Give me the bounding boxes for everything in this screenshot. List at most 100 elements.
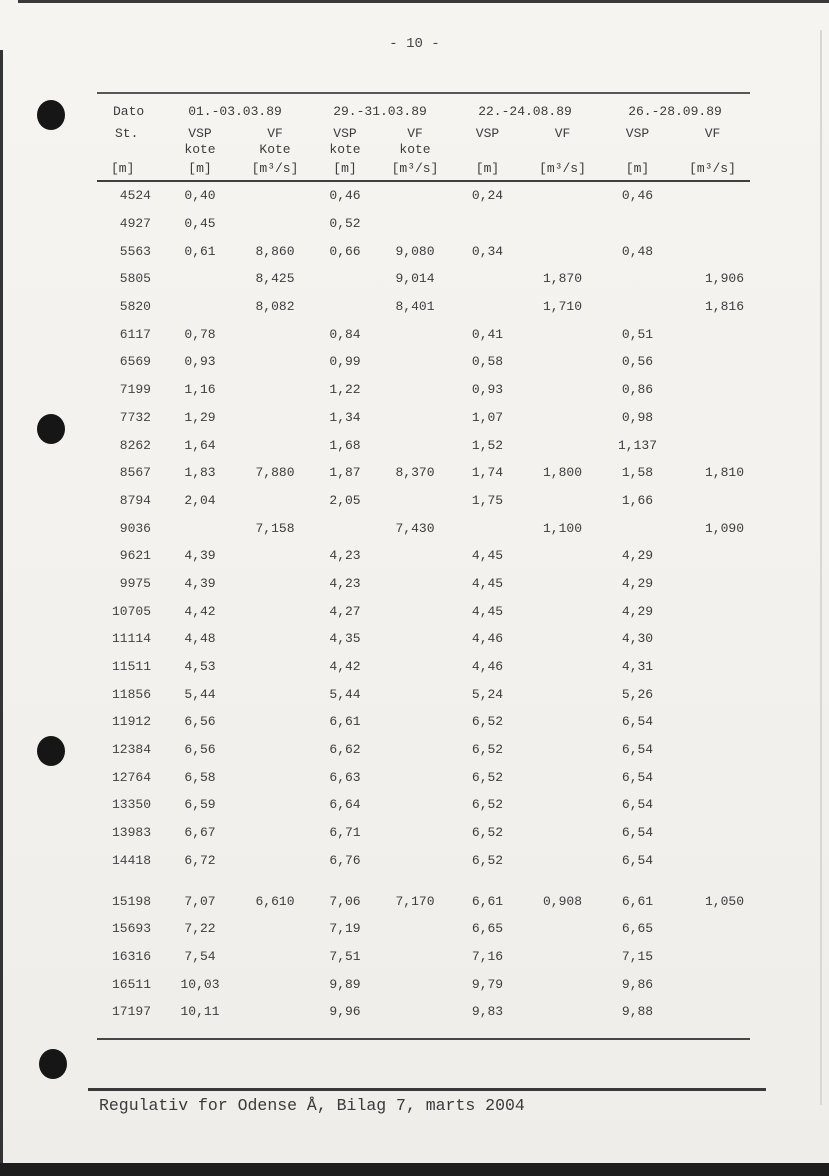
header-unit: [m] (111, 161, 135, 176)
table-row: 17197 10,11 9,96 9,83 9,88 (97, 998, 750, 1026)
value-cell: 9,83 (471, 1004, 504, 1020)
station-cell: 6569 (119, 354, 151, 370)
value-cell: 0,46 (621, 188, 654, 204)
value-cell: 0,84 (329, 326, 361, 342)
value-cell: 10,11 (180, 1004, 220, 1020)
value-cell: 1,58 (621, 465, 654, 481)
value-cell: 1,710 (542, 299, 582, 315)
header-col-sublabel: kote (399, 142, 431, 157)
value-cell: 2,05 (329, 492, 361, 508)
value-cell: 7,19 (329, 921, 361, 937)
table-body: 4524 0,40 0,46 0,24 0,46 4927 0,45 0,52 5563 0,61… (97, 182, 750, 1026)
value-cell: 0,48 (621, 243, 654, 259)
header-col-label: VSP (333, 126, 357, 141)
table-row: 13350 6,59 6,64 6,52 6,54 (97, 791, 750, 819)
value-cell: 1,137 (617, 437, 657, 453)
header-unit: [m³/s] (251, 161, 299, 176)
header-col-label: VSP (475, 126, 500, 141)
value-cell: 1,16 (184, 382, 216, 398)
value-cell: 1,07 (471, 409, 504, 425)
value-cell: 0,46 (329, 188, 361, 204)
header-date: 29.-31.03.89 (333, 104, 427, 119)
station-cell: 11114 (111, 631, 151, 647)
station-cell: 8794 (119, 492, 151, 508)
value-cell: 4,46 (471, 659, 504, 675)
value-cell: 7,54 (184, 948, 216, 964)
table-row: 4524 0,40 0,46 0,24 0,46 (97, 182, 750, 210)
hole-punch-icon (37, 736, 65, 766)
value-cell: 0,58 (471, 354, 504, 370)
value-cell: 7,51 (329, 948, 361, 964)
value-cell: 9,96 (329, 1004, 361, 1020)
measurement-table: Dato 01.-03.03.89 29.-31.03.89 22.-24.08… (97, 92, 750, 1040)
scan-edge-bottom (0, 1163, 829, 1176)
value-cell: 4,23 (329, 575, 361, 591)
hole-punch-icon (37, 414, 65, 444)
table-row: 6569 0,93 0,99 0,58 0,56 (97, 348, 750, 376)
value-cell: 0,34 (471, 243, 504, 259)
value-cell: 4,45 (471, 548, 504, 564)
table-bottom-rule (97, 1037, 750, 1040)
header-unit: [m³/s] (391, 161, 439, 176)
table-row: 7199 1,16 1,22 0,93 0,86 (97, 376, 750, 404)
table-row: 11114 4,48 4,35 4,46 4,30 (97, 625, 750, 653)
value-cell: 7,170 (395, 893, 435, 909)
value-cell: 6,54 (621, 714, 654, 730)
value-cell: 1,090 (704, 520, 744, 536)
value-cell: 0,51 (621, 326, 654, 342)
hole-punch-icon (39, 1049, 67, 1079)
value-cell: 7,430 (395, 520, 435, 536)
value-cell: 4,29 (621, 603, 654, 619)
value-cell: 1,816 (704, 299, 744, 315)
value-cell: 0,86 (621, 382, 654, 398)
scan-edge-top (18, 0, 829, 3)
value-cell: 1,64 (184, 437, 216, 453)
value-cell: 0,93 (471, 382, 504, 398)
value-cell: 4,27 (329, 603, 361, 619)
header-col-label: VF (704, 126, 721, 141)
station-cell: 13983 (111, 825, 151, 841)
value-cell: 4,48 (184, 631, 216, 647)
header-unit: [m] (475, 161, 500, 176)
value-cell: 7,07 (184, 893, 216, 909)
value-cell: 6,52 (471, 769, 504, 785)
value-cell: 4,23 (329, 548, 361, 564)
table-row: 11912 6,56 6,61 6,52 6,54 (97, 708, 750, 736)
station-cell: 9036 (119, 520, 151, 536)
value-cell: 1,810 (704, 465, 744, 481)
value-cell: 6,52 (471, 742, 504, 758)
value-cell: 0,93 (184, 354, 216, 370)
table-top-rule (97, 92, 750, 94)
station-cell: 4524 (119, 188, 151, 204)
station-cell: 5563 (119, 243, 151, 259)
station-cell: 12384 (111, 742, 151, 758)
station-cell: 9621 (119, 548, 151, 564)
value-cell: 6,58 (184, 769, 216, 785)
value-cell: 1,29 (184, 409, 216, 425)
value-cell: 1,52 (471, 437, 504, 453)
value-cell: 8,370 (395, 465, 435, 481)
station-cell: 8567 (119, 465, 151, 481)
value-cell: 6,54 (621, 825, 654, 841)
value-cell: 5,44 (184, 686, 216, 702)
table-row: 4927 0,45 0,52 (97, 210, 750, 238)
value-cell: 6,52 (471, 714, 504, 730)
value-cell: 4,30 (621, 631, 654, 647)
value-cell: 4,42 (329, 659, 361, 675)
table-row: 16511 10,03 9,89 9,79 9,86 (97, 970, 750, 998)
value-cell: 0,78 (184, 326, 216, 342)
value-cell: 1,74 (471, 465, 504, 481)
station-cell: 16511 (111, 976, 151, 992)
value-cell: 6,72 (184, 852, 216, 868)
page-number: - 10 - (389, 36, 440, 52)
value-cell: 6,67 (184, 825, 216, 841)
value-cell: 6,610 (255, 893, 295, 909)
value-cell: 6,63 (329, 769, 361, 785)
value-cell: 9,88 (621, 1004, 654, 1020)
value-cell: 6,54 (621, 852, 654, 868)
value-cell: 8,425 (255, 271, 295, 287)
value-cell: 0,24 (471, 188, 504, 204)
value-cell: 4,45 (471, 575, 504, 591)
scan-edge-right-shadow (820, 30, 822, 1105)
